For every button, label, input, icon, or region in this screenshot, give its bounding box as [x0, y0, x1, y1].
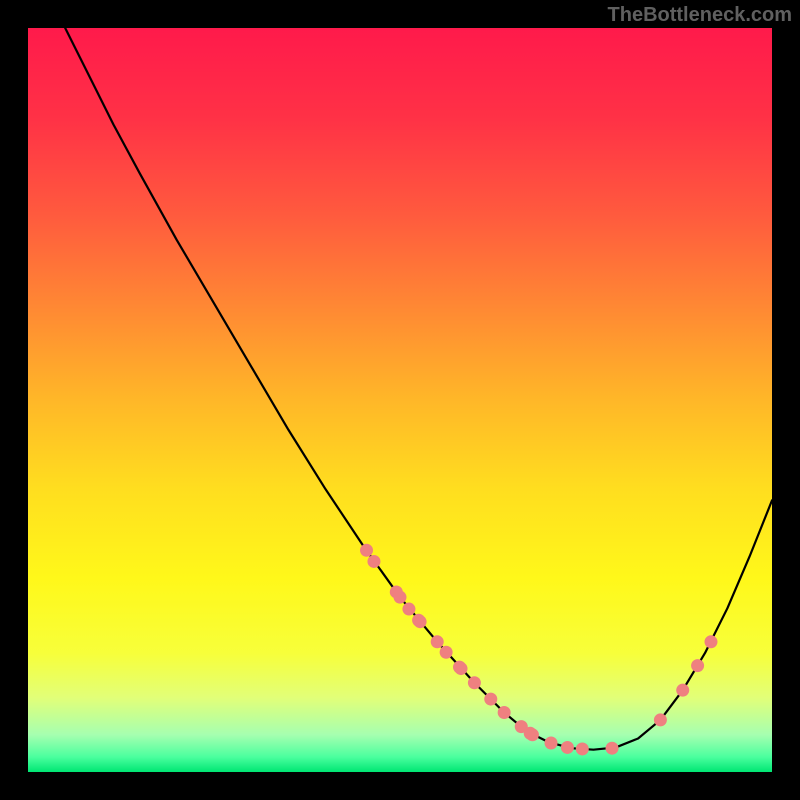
data-marker — [691, 659, 704, 672]
data-marker — [484, 693, 497, 706]
plot-area — [28, 28, 772, 772]
chart-container: TheBottleneck.com — [0, 0, 800, 800]
data-marker — [440, 646, 453, 659]
data-marker — [654, 713, 667, 726]
data-marker — [455, 662, 468, 675]
data-marker — [360, 544, 373, 557]
watermark-text: TheBottleneck.com — [608, 4, 792, 27]
data-marker — [367, 555, 380, 568]
data-marker — [676, 684, 689, 697]
data-marker — [576, 742, 589, 755]
data-marker — [545, 736, 558, 749]
data-marker — [498, 706, 511, 719]
data-marker — [431, 635, 444, 648]
data-marker — [704, 635, 717, 648]
data-marker — [606, 742, 619, 755]
bottleneck-curve-chart — [28, 28, 772, 772]
data-marker — [394, 591, 407, 604]
data-marker — [414, 615, 427, 628]
data-marker — [526, 728, 539, 741]
data-marker — [561, 741, 574, 754]
data-marker — [468, 676, 481, 689]
data-marker — [402, 603, 415, 616]
gradient-background — [28, 28, 772, 772]
